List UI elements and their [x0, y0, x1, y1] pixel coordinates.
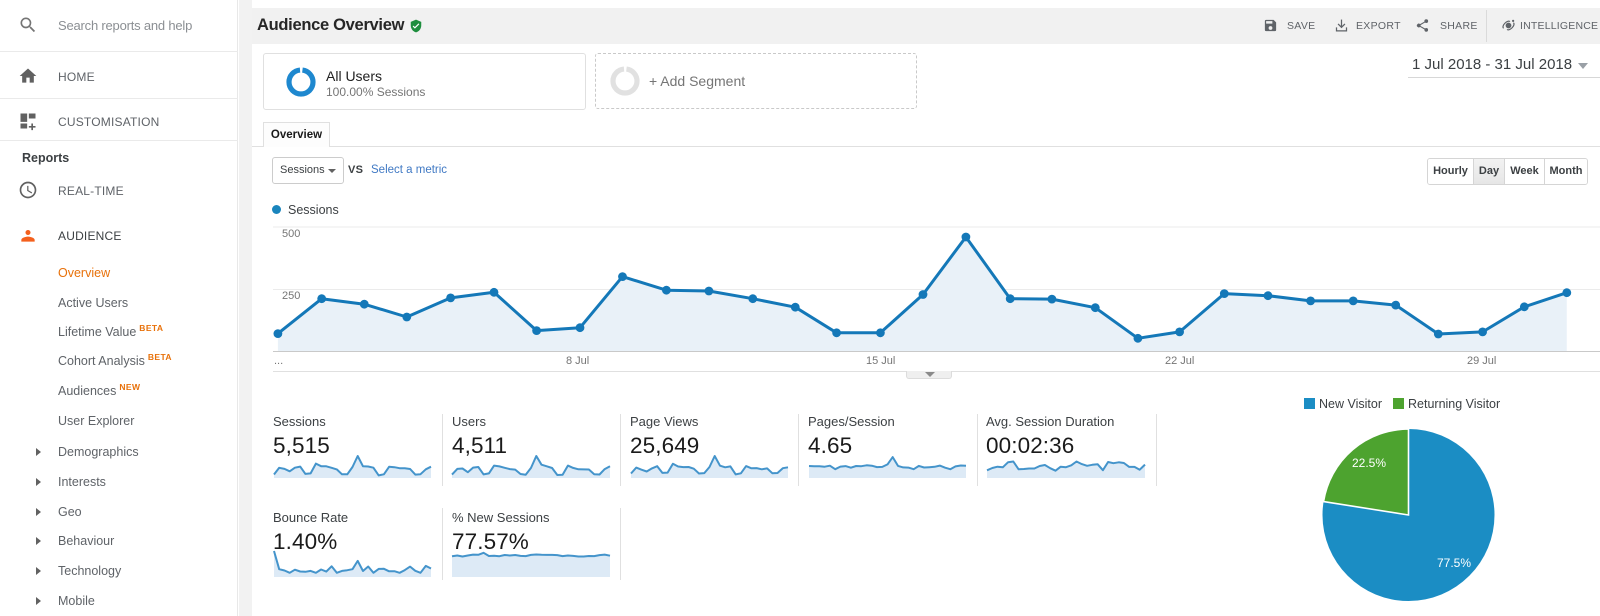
svg-text:77.5%: 77.5%: [1437, 556, 1471, 570]
svg-text:22.5%: 22.5%: [1352, 456, 1386, 470]
